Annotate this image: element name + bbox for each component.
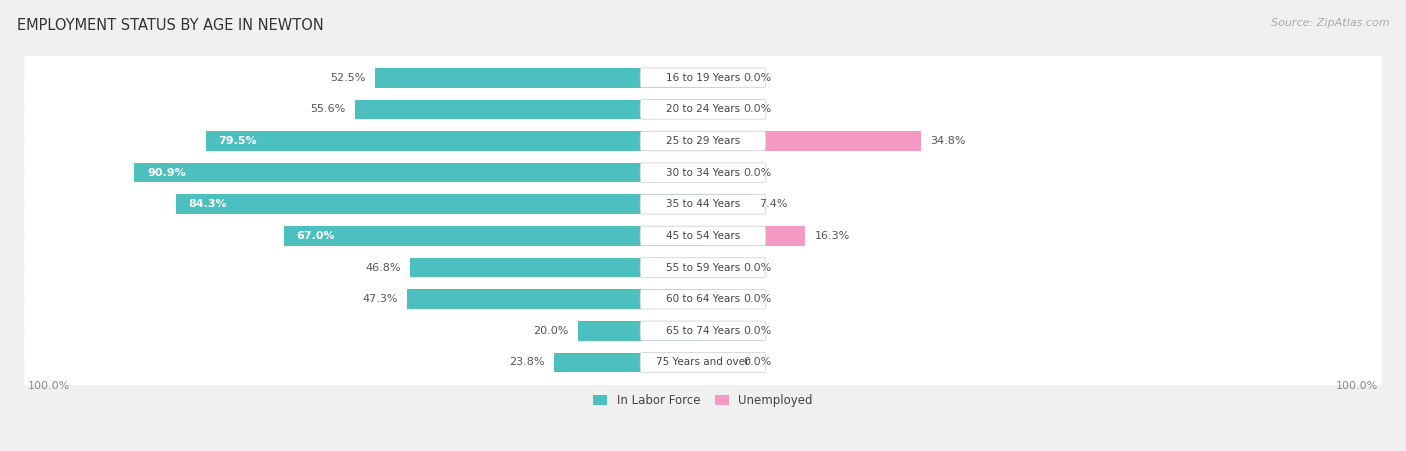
FancyBboxPatch shape (640, 194, 766, 214)
Text: 0.0%: 0.0% (744, 358, 772, 368)
Text: 35 to 44 Years: 35 to 44 Years (666, 199, 740, 209)
Bar (703, 68, 734, 87)
Text: 100.0%: 100.0% (1336, 381, 1378, 391)
Text: 67.0%: 67.0% (297, 231, 335, 241)
Text: 0.0%: 0.0% (744, 294, 772, 304)
Bar (703, 226, 806, 246)
Text: 47.3%: 47.3% (363, 294, 398, 304)
Bar (703, 258, 734, 277)
Text: 75 Years and over: 75 Years and over (657, 358, 749, 368)
FancyBboxPatch shape (24, 333, 1382, 392)
FancyBboxPatch shape (640, 68, 766, 87)
Text: 79.5%: 79.5% (218, 136, 257, 146)
FancyBboxPatch shape (24, 302, 1382, 360)
Bar (284, 226, 703, 246)
FancyBboxPatch shape (640, 226, 766, 246)
Text: 45 to 54 Years: 45 to 54 Years (666, 231, 740, 241)
Text: 0.0%: 0.0% (744, 168, 772, 178)
Text: 55.6%: 55.6% (311, 104, 346, 115)
Text: 23.8%: 23.8% (509, 358, 544, 368)
Text: 16.3%: 16.3% (814, 231, 849, 241)
Bar (554, 353, 703, 372)
Bar (703, 100, 734, 119)
FancyBboxPatch shape (24, 270, 1382, 328)
FancyBboxPatch shape (24, 238, 1382, 297)
Bar (703, 290, 734, 309)
Text: 0.0%: 0.0% (744, 326, 772, 336)
FancyBboxPatch shape (640, 353, 766, 372)
Text: 20 to 24 Years: 20 to 24 Years (666, 104, 740, 115)
Text: 20.0%: 20.0% (533, 326, 568, 336)
Text: 46.8%: 46.8% (366, 262, 401, 272)
Text: 7.4%: 7.4% (759, 199, 787, 209)
Text: 90.9%: 90.9% (148, 168, 186, 178)
Legend: In Labor Force, Unemployed: In Labor Force, Unemployed (589, 389, 817, 412)
Bar (135, 163, 703, 183)
Text: EMPLOYMENT STATUS BY AGE IN NEWTON: EMPLOYMENT STATUS BY AGE IN NEWTON (17, 18, 323, 33)
Bar (176, 194, 703, 214)
Bar (703, 353, 734, 372)
Text: 25 to 29 Years: 25 to 29 Years (666, 136, 740, 146)
Text: 52.5%: 52.5% (330, 73, 366, 83)
Bar (356, 100, 703, 119)
Text: 34.8%: 34.8% (929, 136, 966, 146)
FancyBboxPatch shape (24, 80, 1382, 138)
Text: Source: ZipAtlas.com: Source: ZipAtlas.com (1271, 18, 1389, 28)
FancyBboxPatch shape (640, 131, 766, 151)
FancyBboxPatch shape (640, 321, 766, 341)
FancyBboxPatch shape (24, 112, 1382, 170)
Bar (703, 194, 749, 214)
Bar (205, 131, 703, 151)
Text: 30 to 34 Years: 30 to 34 Years (666, 168, 740, 178)
Text: 65 to 74 Years: 65 to 74 Years (666, 326, 740, 336)
FancyBboxPatch shape (24, 207, 1382, 265)
Bar (374, 68, 703, 87)
Text: 84.3%: 84.3% (188, 199, 226, 209)
Text: 0.0%: 0.0% (744, 73, 772, 83)
FancyBboxPatch shape (640, 258, 766, 277)
Bar (408, 290, 703, 309)
Bar (703, 131, 921, 151)
Bar (578, 321, 703, 341)
Text: 0.0%: 0.0% (744, 262, 772, 272)
Text: 100.0%: 100.0% (28, 381, 70, 391)
Text: 55 to 59 Years: 55 to 59 Years (666, 262, 740, 272)
Text: 16 to 19 Years: 16 to 19 Years (666, 73, 740, 83)
Bar (703, 163, 734, 183)
FancyBboxPatch shape (640, 163, 766, 183)
Bar (411, 258, 703, 277)
Text: 60 to 64 Years: 60 to 64 Years (666, 294, 740, 304)
FancyBboxPatch shape (24, 143, 1382, 202)
FancyBboxPatch shape (24, 175, 1382, 234)
Text: 0.0%: 0.0% (744, 104, 772, 115)
Bar (703, 321, 734, 341)
FancyBboxPatch shape (24, 48, 1382, 107)
FancyBboxPatch shape (640, 290, 766, 309)
FancyBboxPatch shape (640, 100, 766, 119)
